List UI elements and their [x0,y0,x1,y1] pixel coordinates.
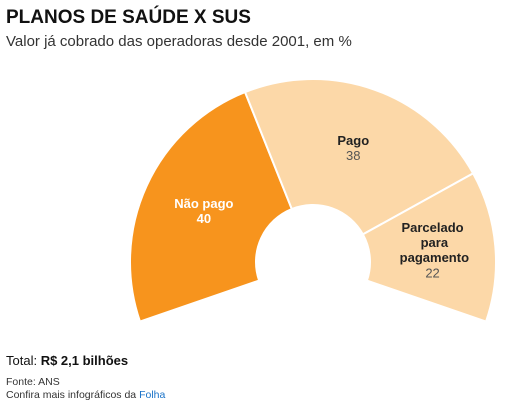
wedge [243,78,475,236]
value-label: 40 [197,211,211,226]
credit-text: Confira mais infográficos da [6,389,136,401]
chart-title: PLANOS DE SAÚDE X SUS [6,6,251,28]
total: Total: R$ 2,1 bilhões [6,353,128,368]
category-label: Não pago [174,196,233,211]
category-label: Parcelado para pagamento [396,221,469,266]
total-label: Total: [6,353,37,368]
total-value: R$ 2,1 bilhões [41,353,128,368]
wedge [361,172,497,323]
category-label: Pago [337,133,369,148]
value-label: 38 [346,148,360,163]
source: Fonte: ANS [6,376,60,388]
wedge [129,90,294,323]
credit-link[interactable]: Folha [139,389,165,401]
credit: Confira mais infográficos da Folha [6,389,166,401]
chart-subtitle: Valor já cobrado das operadoras desde 20… [6,33,352,50]
value-label: 22 [425,266,439,281]
